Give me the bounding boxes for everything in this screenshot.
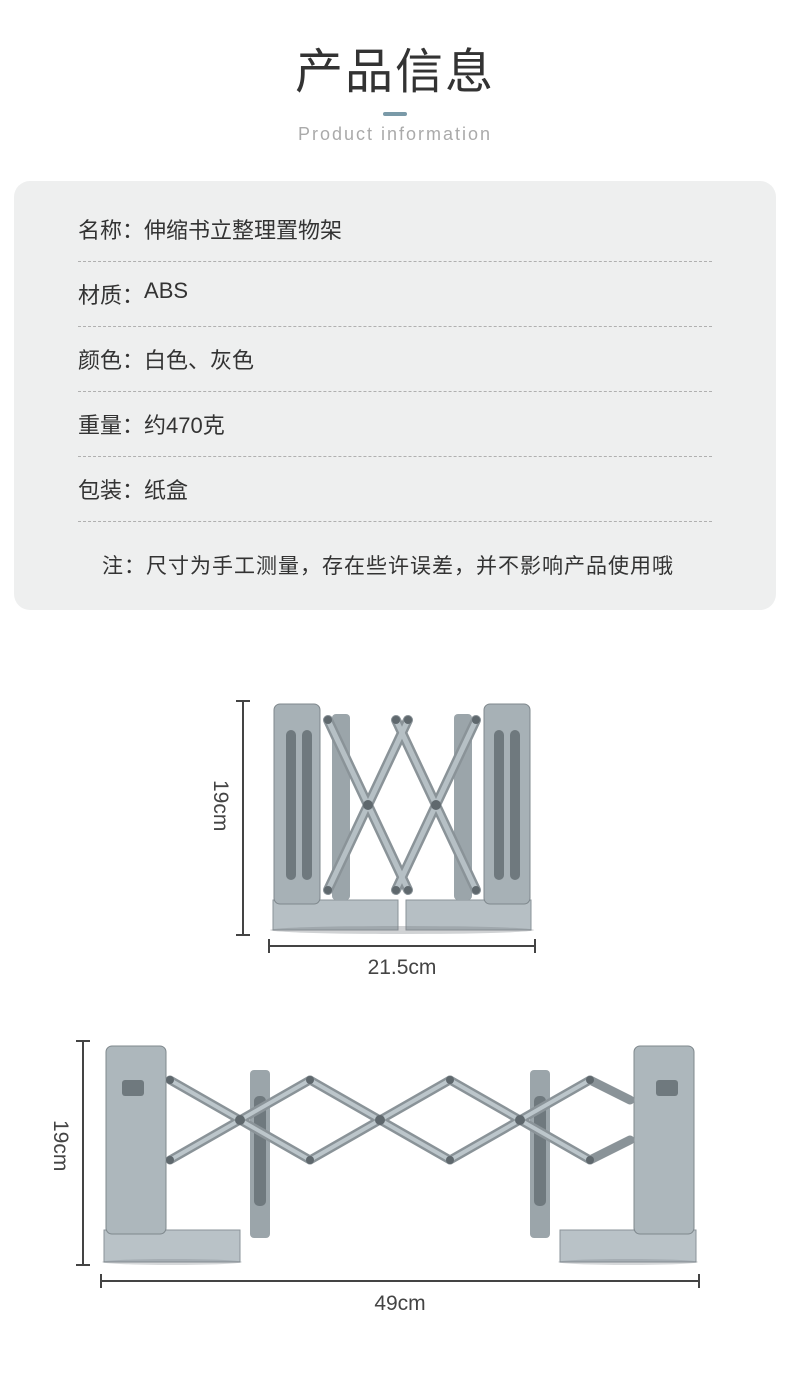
dim-label-width: 49cm xyxy=(100,1292,700,1316)
info-label: 材质： xyxy=(78,278,144,310)
info-value: 伸缩书立整理置物架 xyxy=(144,213,342,245)
info-value: 白色、灰色 xyxy=(144,343,254,375)
dim-line-height xyxy=(242,700,244,936)
page-subtitle: Product information xyxy=(0,124,790,145)
info-label: 包装： xyxy=(78,473,144,505)
product-expanded-icon xyxy=(100,1040,700,1266)
diagram-collapsed: 19cm 21.5cm xyxy=(0,700,790,1000)
info-note: 注：尺寸为手工测量，存在些许误差，并不影响产品使用哦 xyxy=(78,522,712,580)
dim-line-width xyxy=(100,1280,700,1282)
title-divider xyxy=(383,112,407,116)
info-label: 重量： xyxy=(78,408,144,440)
dim-line-height xyxy=(82,1040,84,1266)
info-card: 名称： 伸缩书立整理置物架 材质： ABS 颜色： 白色、灰色 重量： 约470… xyxy=(14,181,776,610)
info-value: 纸盒 xyxy=(144,473,188,505)
header: 产品信息 Product information xyxy=(0,0,790,145)
info-row-weight: 重量： 约470克 xyxy=(78,392,712,457)
info-row-material: 材质： ABS xyxy=(78,262,712,327)
info-row-name: 名称： 伸缩书立整理置物架 xyxy=(78,209,712,262)
diagram-expanded: 19cm 49cm xyxy=(0,1040,790,1360)
info-row-color: 颜色： 白色、灰色 xyxy=(78,327,712,392)
dim-label-height: 19cm xyxy=(208,780,232,831)
info-label: 名称： xyxy=(78,213,144,245)
info-value: 约470克 xyxy=(144,408,225,440)
diagrams-section: 19cm 21.5cm xyxy=(0,700,790,1360)
page-title: 产品信息 xyxy=(0,32,790,102)
dim-label-height: 19cm xyxy=(48,1120,72,1171)
dim-line-width xyxy=(268,945,536,947)
dim-label-width: 21.5cm xyxy=(268,956,536,980)
product-collapsed-icon xyxy=(268,700,536,936)
info-row-packaging: 包装： 纸盒 xyxy=(78,457,712,522)
info-value: ABS xyxy=(144,278,188,310)
note-prefix: 注： xyxy=(102,555,146,578)
note-text: 尺寸为手工测量，存在些许误差，并不影响产品使用哦 xyxy=(146,555,674,578)
info-label: 颜色： xyxy=(78,343,144,375)
